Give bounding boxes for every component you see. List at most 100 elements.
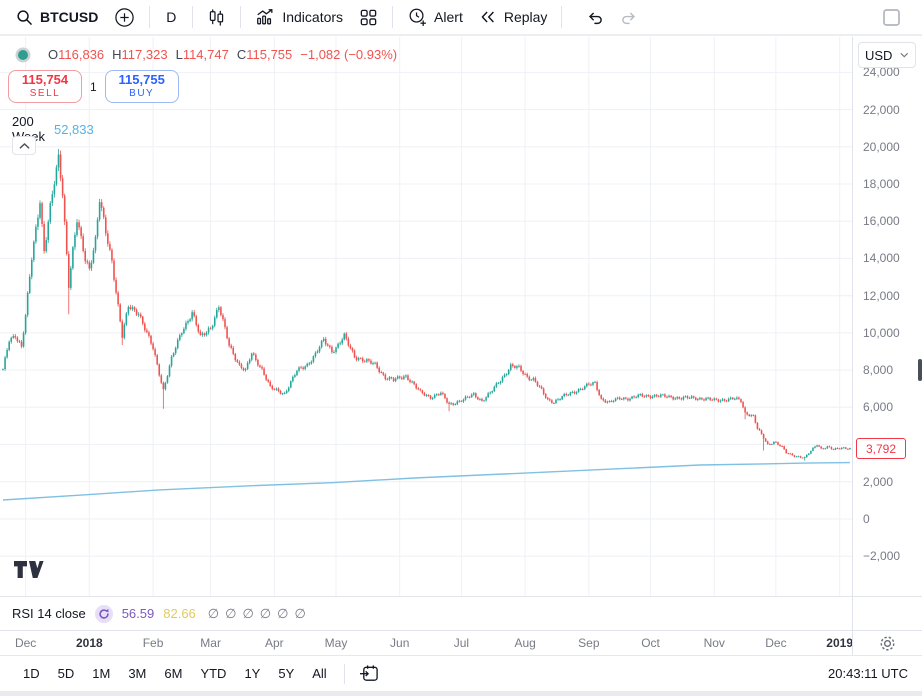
price-tick-label: 16,000 (863, 214, 900, 229)
range-button-ytd[interactable]: YTD (191, 662, 235, 685)
bottom-strip (0, 691, 922, 696)
price-tick-label: 20,000 (863, 139, 900, 154)
range-button-all[interactable]: All (303, 662, 335, 685)
go-to-date-button[interactable] (353, 661, 386, 686)
chart-type-button[interactable] (199, 4, 234, 31)
time-axis-settings-button[interactable] (876, 632, 899, 655)
time-tick-label: Aug (514, 636, 536, 650)
rsi-sync-icon (94, 604, 113, 623)
ma-value: 52,833 (53, 121, 94, 137)
toolbar-divider (343, 663, 345, 684)
scrollbar-thumb[interactable] (918, 359, 922, 381)
price-tick-label: 22,000 (863, 102, 900, 117)
indicators-button[interactable]: Indicators (247, 3, 351, 31)
price-tick-label: 2,000 (863, 474, 894, 489)
range-button-3m[interactable]: 3M (119, 662, 155, 685)
collapse-pane-button[interactable] (12, 136, 36, 155)
sell-button[interactable]: 115,754 SELL (8, 70, 82, 103)
search-icon (17, 9, 32, 25)
time-axis-scale[interactable]: Dec 2018 Feb Mar Apr May Jun Jul Aug Sep Oct Nov Dec… (0, 631, 852, 655)
price-tick-label: 18,000 (863, 177, 900, 191)
low-value: L114,747 (175, 47, 229, 62)
rsi-empty-value: ∅ (242, 605, 254, 621)
range-button-5y[interactable]: 5Y (269, 662, 303, 685)
range-button-1m[interactable]: 1M (83, 662, 119, 685)
pane-separator (0, 596, 922, 597)
symbol-search-button[interactable]: BTCUSD (8, 5, 106, 30)
rsi-empty-values: ∅ ∅ ∅ ∅ ∅ ∅ (208, 606, 306, 622)
undo-button[interactable] (578, 4, 612, 30)
price-tick-label: 10,000 (863, 325, 900, 340)
interval-button[interactable]: D (156, 5, 186, 29)
range-button-1y[interactable]: 1Y (235, 662, 269, 685)
price-tick-label: 0 (863, 511, 870, 526)
indicators-icon (257, 9, 273, 25)
chart-region: O116,836 H117,323 L114,747 C115,755 −1,0… (0, 37, 922, 630)
currency-label: USD (865, 47, 893, 63)
toolbar-divider (240, 6, 242, 28)
rsi-empty-value: ∅ (277, 605, 289, 621)
sell-price: 115,754 (21, 72, 69, 88)
open-value: O116,836 (48, 47, 105, 62)
calendar-icon (359, 665, 378, 681)
alert-label: Alert (434, 9, 463, 25)
replay-button[interactable]: Replay (471, 4, 556, 30)
grid-icon (360, 9, 377, 25)
last-price-label: 3,792 (856, 438, 906, 460)
chevron-up-icon (19, 142, 29, 149)
candlestick-chart[interactable] (0, 37, 852, 596)
toolbar-divider (561, 6, 563, 28)
price-axis[interactable]: 24,000 22,000 20,000 18,000 16,000 14,000 12,0… (852, 37, 922, 630)
toolbar-divider (192, 6, 194, 28)
spread-value: 1 (90, 79, 97, 94)
rsi-title: RSI 14 close (12, 606, 86, 621)
close-value: C115,755 (236, 47, 293, 62)
rsi-legend: RSI 14 close 56.59 82.66 ∅ ∅ ∅ ∅ ∅ ∅ (0, 597, 852, 630)
time-axis-corner (852, 631, 922, 655)
symbol-label: BTCUSD (40, 9, 99, 25)
rsi-value: 56.59 (121, 606, 155, 621)
time-tick-label: Feb (142, 636, 164, 650)
indicators-label: Indicators (282, 9, 344, 25)
replay-label: Replay (503, 9, 548, 25)
time-tick-label: 2019 (826, 636, 852, 650)
time-tick-label: Dec (765, 636, 787, 650)
alert-clock-icon (409, 8, 426, 26)
rsi-empty-value: ∅ (225, 605, 237, 621)
time-tick-label: Jul (453, 636, 470, 650)
chevron-down-icon (900, 52, 909, 58)
buy-button[interactable]: 115,755 BUY (104, 70, 179, 103)
tradingview-logo (13, 559, 44, 585)
time-axis: Dec 2018 Feb Mar Apr May Jun Jul Aug Sep Oct Nov Dec… (0, 630, 922, 655)
undo-arrow-icon (589, 12, 603, 25)
alert-button[interactable]: Alert (399, 3, 471, 31)
rsi-secondary-value: 82.66 (163, 606, 196, 621)
panel-toggle-button[interactable] (875, 5, 908, 30)
time-tick-label: May (324, 636, 348, 650)
price-tick-label: −2,000 (863, 549, 901, 564)
range-button-1d[interactable]: 1D (14, 662, 49, 685)
market-status-dot (18, 49, 28, 60)
time-tick-label: Nov (703, 636, 725, 650)
toolbar-divider (149, 6, 151, 28)
top-toolbar: BTCUSD D Indicators Alert Replay (0, 0, 922, 36)
ohlc-legend-row: O116,836 H117,323 L114,747 C115,755 −1,0… (18, 47, 397, 62)
rsi-empty-value: ∅ (207, 605, 220, 621)
time-tick-label: Mar (200, 636, 221, 650)
range-button-5d[interactable]: 5D (49, 662, 84, 685)
price-tick-label: 6,000 (863, 400, 894, 415)
indicator-templates-button[interactable] (351, 4, 386, 31)
currency-button[interactable]: USD (858, 42, 916, 68)
time-tick-label: Sep (578, 636, 600, 650)
time-tick-label: Jun (390, 636, 410, 650)
trade-buttons-row: 115,754 SELL 1 115,755 BUY (8, 70, 179, 103)
high-value: H117,323 (112, 47, 168, 62)
range-button-6m[interactable]: 6M (155, 662, 191, 685)
candlestick-icon (210, 8, 224, 26)
price-tick-label: 12,000 (863, 288, 900, 303)
redo-button[interactable] (612, 4, 646, 30)
gear-icon (880, 636, 895, 650)
redo-arrow-icon (622, 12, 636, 25)
price-tick-label: 14,000 (863, 251, 900, 266)
compare-add-button[interactable] (106, 3, 143, 32)
